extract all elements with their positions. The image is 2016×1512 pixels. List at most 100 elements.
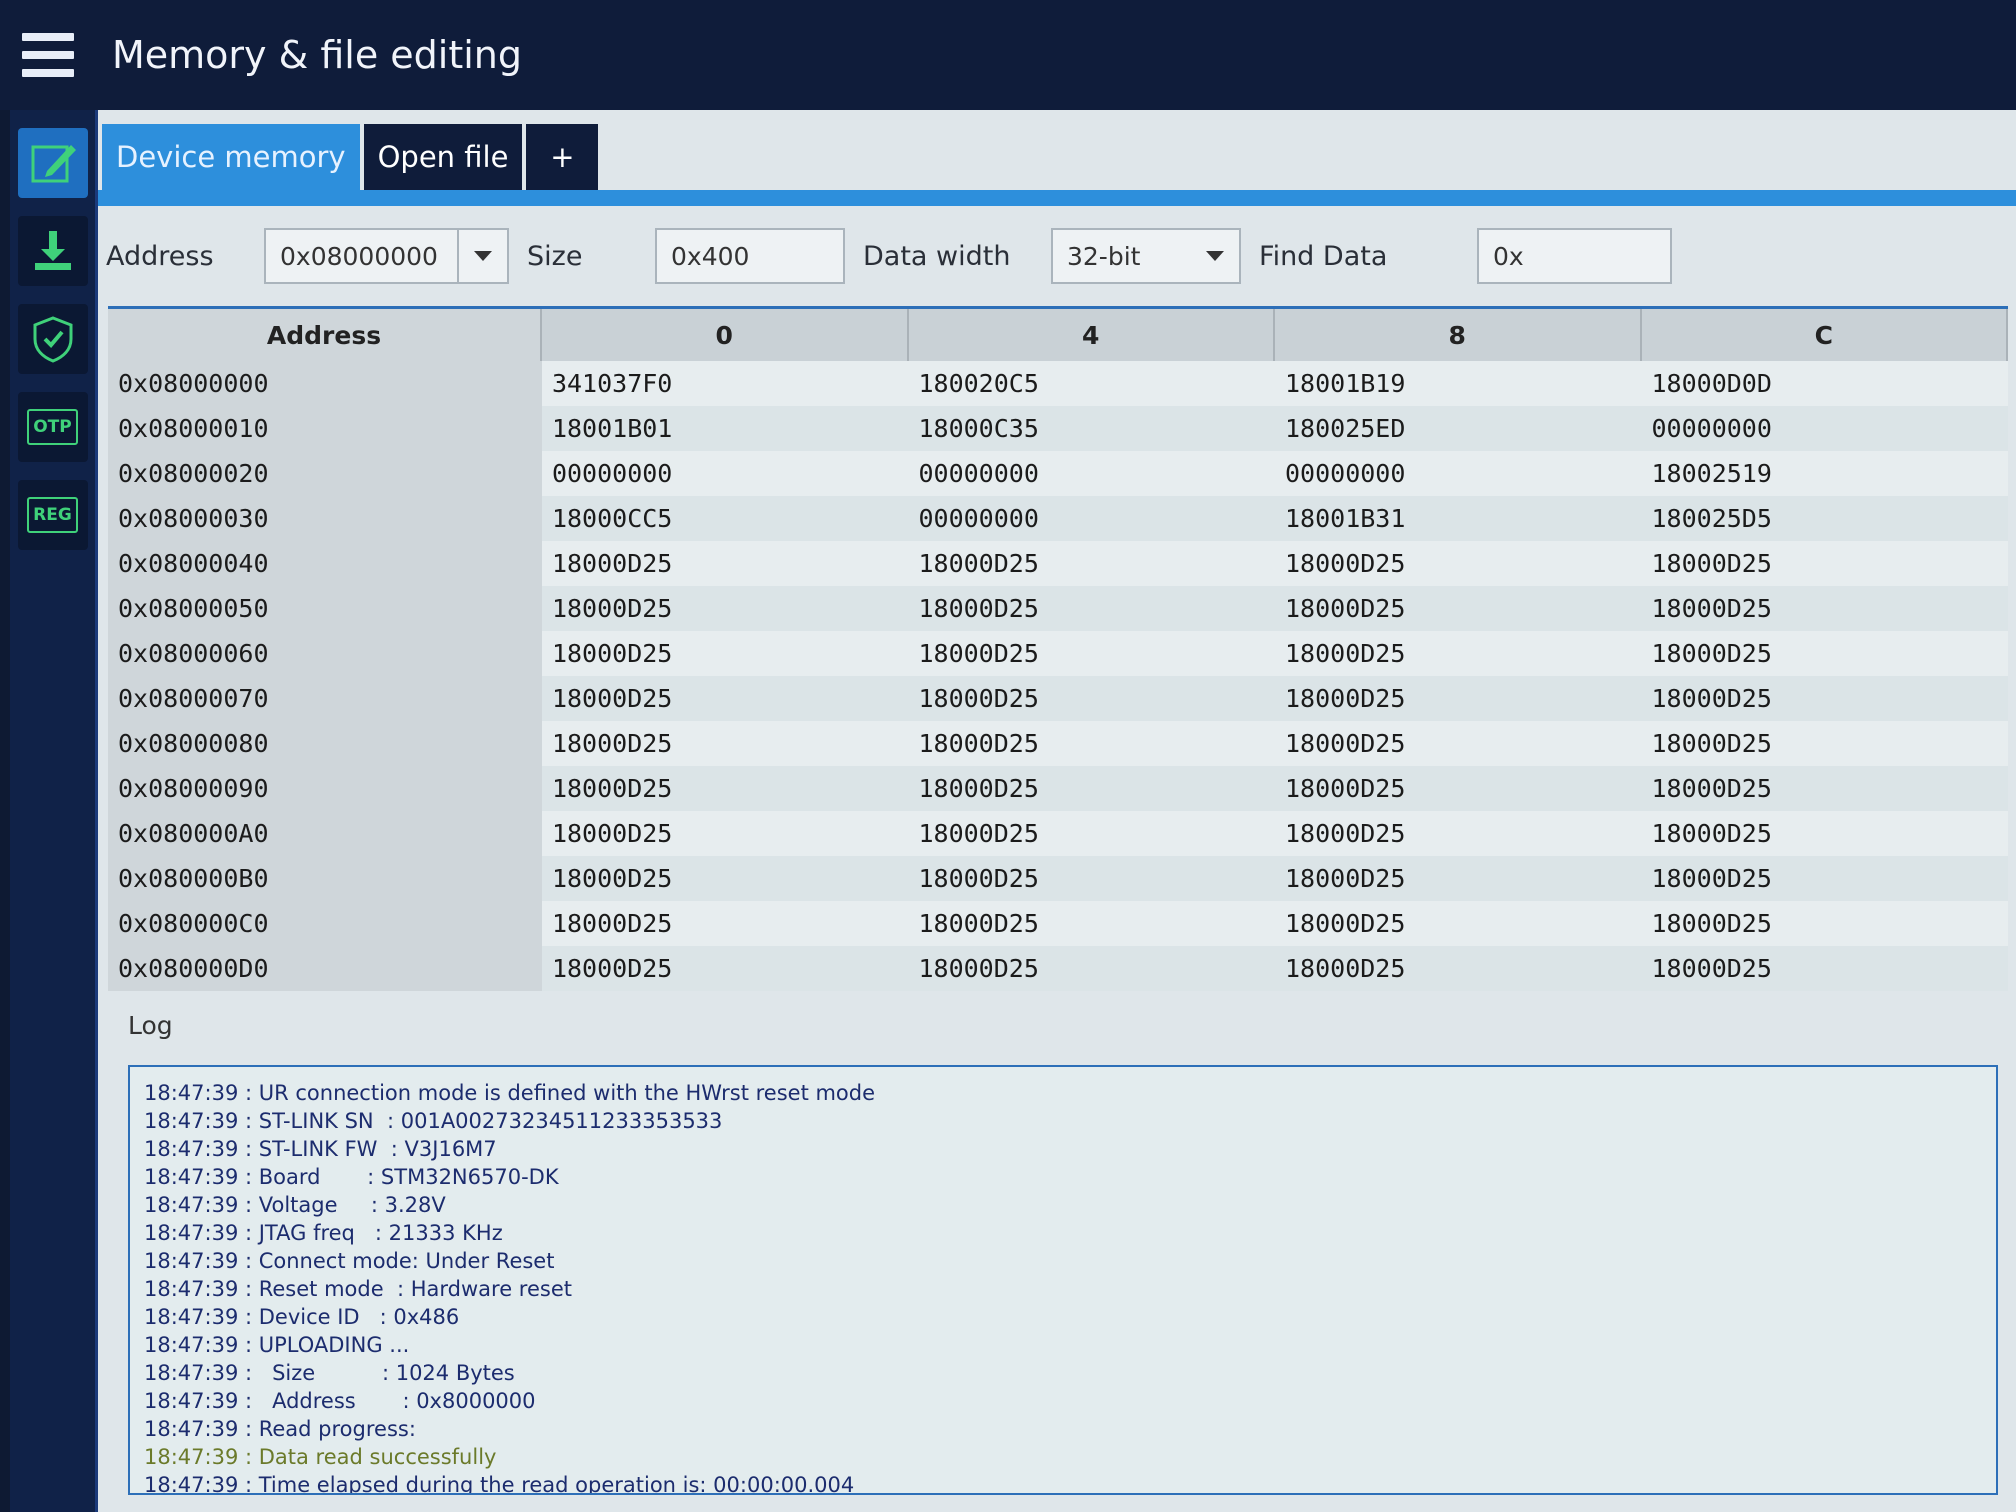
menu-icon[interactable] xyxy=(22,33,74,77)
log-line: 18:47:39 : Connect mode: Under Reset xyxy=(144,1249,555,1273)
table-row[interactable]: 0x08000040 18000D25 18000D25 18000D25 18000D… xyxy=(108,541,2008,586)
data-cell[interactable]: 18000D25 xyxy=(1651,684,1772,713)
table-header: Address 0 4 8 C xyxy=(108,309,2008,361)
data-cell[interactable]: 18000D25 xyxy=(1651,909,1772,938)
table-row[interactable]: 0x08000080 18000D25 18000D25 18000D25 18000D… xyxy=(108,721,2008,766)
table-row[interactable]: 0x080000C0 18000D25 18000D25 18000D25 18000D… xyxy=(108,901,2008,946)
data-cell[interactable]: 18000D25 xyxy=(1651,864,1772,893)
data-cell[interactable]: 18000D25 xyxy=(1284,909,1406,938)
memory-editing-panel: Device memory Open file + Address 0x0800… xyxy=(98,110,2016,1512)
data-cell[interactable]: 18000D25 xyxy=(1284,954,1406,983)
table-row[interactable]: 0x08000000 341037F0 180020C5 18001B19 18000D… xyxy=(108,361,2008,406)
sidebar-item-download[interactable] xyxy=(17,216,88,286)
data-cell[interactable]: 18000D25 xyxy=(1284,594,1406,623)
data-cell[interactable]: 18000D25 xyxy=(1284,864,1406,893)
data-cell[interactable]: 180025D5 xyxy=(1651,504,1772,533)
table-row[interactable]: 0x080000B0 18000D25 18000D25 18000D25 18000D… xyxy=(108,856,2008,901)
tab-underline xyxy=(98,190,2016,206)
data-cell[interactable]: 18000D25 xyxy=(551,864,673,893)
data-cell[interactable]: 18000CC5 xyxy=(551,504,673,533)
tab-device-memory[interactable]: Device memory xyxy=(102,124,360,190)
tab-open-file[interactable]: Open file xyxy=(363,124,523,190)
data-cell[interactable]: 18000D25 xyxy=(1284,684,1406,713)
sidebar-item-security[interactable] xyxy=(17,304,88,374)
table-row[interactable]: 0x080000D0 18000D25 18000D25 18000D25 18000D… xyxy=(108,946,2008,991)
data-cell[interactable]: 18000D25 xyxy=(918,594,1039,623)
chevron-down-icon[interactable] xyxy=(1191,230,1239,282)
table-row[interactable]: 0x08000050 18000D25 18000D25 18000D25 18000D… xyxy=(108,586,2008,631)
column-header-c[interactable]: C xyxy=(1642,309,2008,361)
address-input[interactable]: 0x08000000 xyxy=(266,230,459,282)
data-cell[interactable]: 18001B19 xyxy=(1284,369,1406,398)
data-cell[interactable]: 18000D25 xyxy=(551,774,673,803)
data-cell[interactable]: 18000D25 xyxy=(1284,639,1406,668)
edit-icon xyxy=(31,145,76,183)
data-cell[interactable]: 18000D25 xyxy=(551,639,673,668)
data-cell[interactable]: 18000D25 xyxy=(918,954,1039,983)
data-cell[interactable]: 18000D25 xyxy=(1284,819,1406,848)
data-cell[interactable]: 18000D25 xyxy=(918,819,1039,848)
data-cell[interactable]: 18002519 xyxy=(1651,459,1772,488)
data-cell[interactable]: 18000D25 xyxy=(918,684,1039,713)
data-cell[interactable]: 18000D25 xyxy=(1651,729,1772,758)
data-width-select[interactable]: 32-bit xyxy=(1051,228,1241,284)
size-label: Size xyxy=(527,240,583,272)
data-cell[interactable]: 341037F0 xyxy=(551,369,673,398)
data-cell[interactable]: 00000000 xyxy=(551,459,673,488)
column-header-0[interactable]: 0 xyxy=(542,309,909,361)
data-cell[interactable]: 18000D25 xyxy=(1651,819,1772,848)
column-header-8[interactable]: 8 xyxy=(1275,309,1642,361)
data-cell[interactable]: 180020C5 xyxy=(918,369,1039,398)
data-cell[interactable]: 00000000 xyxy=(918,504,1039,533)
sidebar-item-registers[interactable]: REG xyxy=(17,480,88,550)
table-row[interactable]: 0x080000A0 18000D25 18000D25 18000D25 18000D… xyxy=(108,811,2008,856)
data-cell[interactable]: 00000000 xyxy=(1284,459,1406,488)
data-cell[interactable]: 18000D25 xyxy=(551,954,673,983)
size-input[interactable]: 0x400 xyxy=(655,228,845,284)
log-panel[interactable]: 18:47:39 : UR connection mode is defined… xyxy=(128,1065,1998,1495)
data-cell[interactable]: 18000D25 xyxy=(551,729,673,758)
column-header-address[interactable]: Address xyxy=(108,309,542,361)
data-cell[interactable]: 18000D25 xyxy=(918,864,1039,893)
data-cell[interactable]: 18000D25 xyxy=(1651,594,1772,623)
data-cell[interactable]: 18000D25 xyxy=(551,549,673,578)
data-cell[interactable]: 18000D25 xyxy=(918,729,1039,758)
add-tab-button[interactable]: + xyxy=(526,124,599,190)
data-cell[interactable]: 18000D0D xyxy=(1651,369,1772,398)
data-cell[interactable]: 18000D25 xyxy=(918,549,1039,578)
sidebar-item-otp[interactable]: OTP xyxy=(17,392,88,462)
data-cell[interactable]: 00000000 xyxy=(918,459,1039,488)
table-body: 0x08000000 341037F0 180020C5 18001B19 18000D… xyxy=(108,361,2008,991)
data-cell[interactable]: 18000D25 xyxy=(551,909,673,938)
address-combobox[interactable]: 0x08000000 xyxy=(264,228,509,284)
data-cell[interactable]: 18000D25 xyxy=(551,594,673,623)
data-cell[interactable]: 18000D25 xyxy=(1284,549,1406,578)
data-cell[interactable]: 18001B01 xyxy=(551,414,673,443)
data-cell[interactable]: 18000C35 xyxy=(918,414,1039,443)
table-row[interactable]: 0x08000030 18000CC5 00000000 18001B31 180025… xyxy=(108,496,2008,541)
data-cell[interactable]: 18000D25 xyxy=(918,774,1039,803)
table-row[interactable]: 0x08000090 18000D25 18000D25 18000D25 18000D… xyxy=(108,766,2008,811)
data-cell[interactable]: 18000D25 xyxy=(1651,774,1772,803)
data-cell[interactable]: 18000D25 xyxy=(551,819,673,848)
chevron-down-icon[interactable] xyxy=(459,230,507,282)
data-cell[interactable]: 18001B31 xyxy=(1284,504,1406,533)
data-cell[interactable]: 18000D25 xyxy=(551,684,673,713)
data-cell[interactable]: 18000D25 xyxy=(1284,774,1406,803)
table-row[interactable]: 0x08000010 18001B01 18000C35 180025ED 000000… xyxy=(108,406,2008,451)
data-cell[interactable]: 18000D25 xyxy=(1651,639,1772,668)
table-row[interactable]: 0x08000020 00000000 00000000 00000000 180025… xyxy=(108,451,2008,496)
data-cell[interactable]: 18000D25 xyxy=(1284,729,1406,758)
data-cell[interactable]: 180025ED xyxy=(1284,414,1406,443)
table-row[interactable]: 0x08000070 18000D25 18000D25 18000D25 18000D… xyxy=(108,676,2008,721)
find-data-input[interactable]: 0x xyxy=(1477,228,1672,284)
data-cell[interactable]: 00000000 xyxy=(1651,414,1772,443)
data-cell[interactable]: 18000D25 xyxy=(1651,954,1772,983)
page-title: Memory & file editing xyxy=(112,33,523,77)
table-row[interactable]: 0x08000060 18000D25 18000D25 18000D25 18000D… xyxy=(108,631,2008,676)
sidebar-item-memory-editing[interactable] xyxy=(17,128,88,198)
column-header-4[interactable]: 4 xyxy=(909,309,1275,361)
data-cell[interactable]: 18000D25 xyxy=(1651,549,1772,578)
data-cell[interactable]: 18000D25 xyxy=(918,639,1039,668)
data-cell[interactable]: 18000D25 xyxy=(918,909,1039,938)
